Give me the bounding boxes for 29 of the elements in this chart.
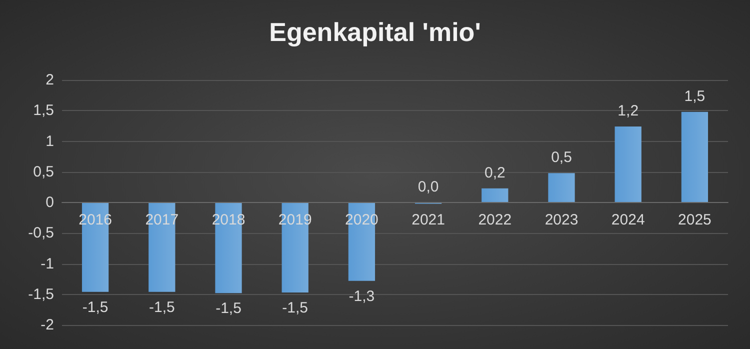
bar — [548, 173, 575, 202]
data-label: -1,3 — [348, 288, 375, 305]
data-label: 0,5 — [551, 149, 572, 166]
y-tick-label: -1,5 — [28, 286, 54, 303]
data-label: 1,5 — [684, 88, 706, 105]
y-tick-label: -0,5 — [28, 224, 54, 242]
y-tick-label: 1 — [46, 132, 54, 150]
y-tick-label: 0 — [46, 194, 54, 211]
data-label: 1,2 — [618, 102, 639, 120]
data-label: -1,5 — [216, 300, 242, 318]
data-label: -1,5 — [82, 298, 108, 316]
x-tick-label: 2022 — [478, 212, 512, 228]
bar — [614, 126, 642, 202]
data-label: 0,0 — [418, 178, 439, 196]
y-tick-label: 1,5 — [33, 102, 54, 120]
bar — [681, 112, 708, 202]
y-tick-label: 0,5 — [33, 163, 54, 180]
bar — [482, 188, 508, 202]
y-tick-label: -2 — [40, 316, 54, 334]
data-label: 0,2 — [484, 164, 506, 182]
chart-title: Egenkapital 'mio' — [269, 17, 481, 47]
x-tick-label: 2023 — [544, 212, 578, 228]
y-tick-label: -1 — [40, 255, 54, 272]
x-tick-label: 2025 — [678, 212, 712, 228]
x-tick-label: 2021 — [412, 212, 445, 228]
data-label: -1,5 — [282, 300, 308, 317]
data-label: -1,5 — [148, 298, 175, 316]
y-tick-label: 2 — [46, 72, 54, 88]
x-tick-label: 2024 — [611, 212, 645, 228]
